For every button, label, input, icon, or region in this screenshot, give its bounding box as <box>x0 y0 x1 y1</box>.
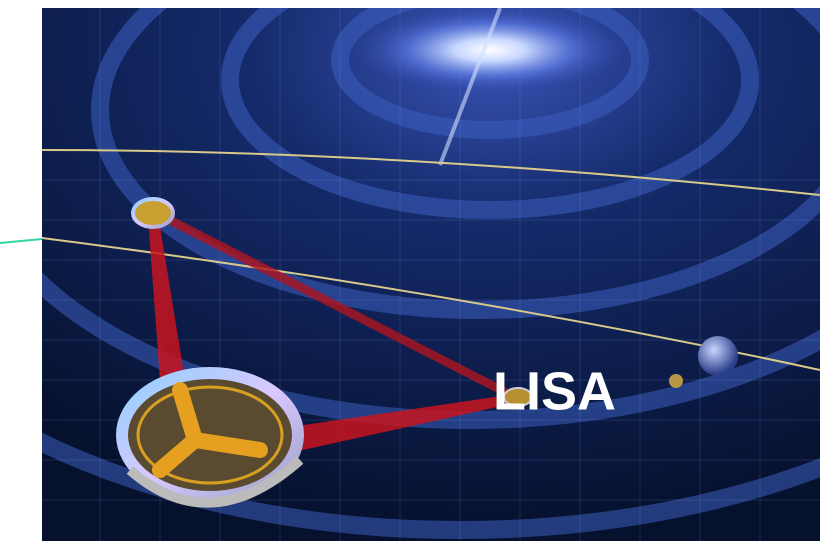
galaxy <box>350 8 630 95</box>
spacecraft-main <box>116 367 304 508</box>
spacecraft <box>131 197 175 229</box>
orbit-line <box>42 149 820 196</box>
earth <box>698 336 738 376</box>
pointer-line <box>0 238 43 244</box>
wave-rings <box>42 8 820 539</box>
moon <box>669 374 683 388</box>
lisa-label: LISA <box>493 361 616 421</box>
jet <box>438 8 502 166</box>
laser-beams <box>148 210 520 455</box>
spacecraft <box>503 387 533 407</box>
